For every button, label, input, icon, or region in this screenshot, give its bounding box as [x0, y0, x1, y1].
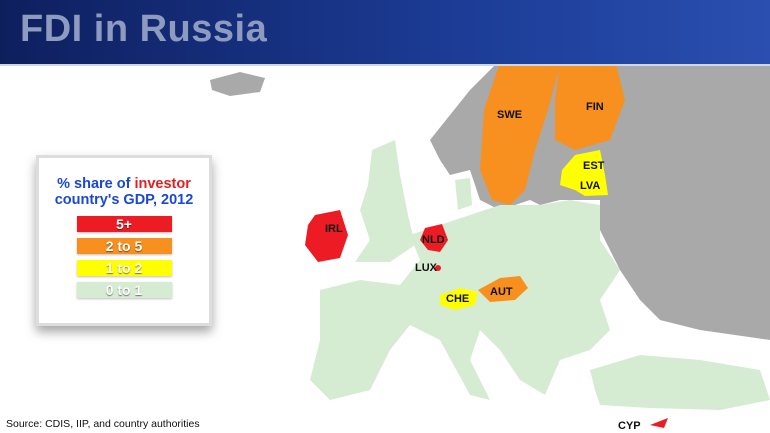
label-SWE: SWE: [497, 109, 522, 121]
label-CYP: CYP: [618, 420, 641, 432]
legend-title-part2: country's GDP, 2012: [54, 192, 194, 208]
country-LUX: [435, 265, 441, 271]
legend-item-2to5: 2 to 5: [76, 238, 172, 254]
iceland-land: [210, 72, 265, 96]
denmark: [455, 178, 472, 210]
country-CYP: [650, 418, 668, 428]
uk: [355, 140, 415, 262]
label-IRL: IRL: [325, 223, 343, 235]
legend-item-0to1: 0 to 1: [76, 282, 172, 298]
slide-header: FDI in Russia: [0, 0, 770, 66]
label-NLD: NLD: [422, 234, 445, 246]
label-CHE: CHE: [446, 293, 469, 305]
country-IRL: [305, 210, 348, 262]
country-EST-LVA: [560, 150, 608, 196]
label-EST: EST: [583, 160, 605, 172]
country-SWE: [480, 50, 560, 205]
country-AUT: [478, 276, 528, 302]
label-AUT: AUT: [490, 286, 513, 298]
legend-item-1to2: 1 to 2: [76, 260, 172, 276]
country-FIN: [555, 40, 625, 150]
legend-title-part1: % share of: [57, 176, 135, 192]
page-title: FDI in Russia: [20, 8, 268, 50]
label-LVA: LVA: [580, 180, 600, 192]
legend-title-highlight: investor: [134, 176, 191, 192]
label-LUX: LUX: [415, 262, 438, 274]
country-NLD: [420, 224, 448, 252]
source-note: Source: CDIS, IIP, and country authoriti…: [6, 418, 200, 430]
map-legend: % share of investor country's GDP, 2012 5…: [36, 155, 212, 326]
label-FIN: FIN: [586, 101, 604, 113]
legend-title: % share of investor country's GDP, 2012: [39, 176, 209, 208]
country-CHE: [440, 288, 478, 310]
turkey: [590, 355, 770, 410]
legend-item-5plus: 5+: [76, 216, 172, 232]
